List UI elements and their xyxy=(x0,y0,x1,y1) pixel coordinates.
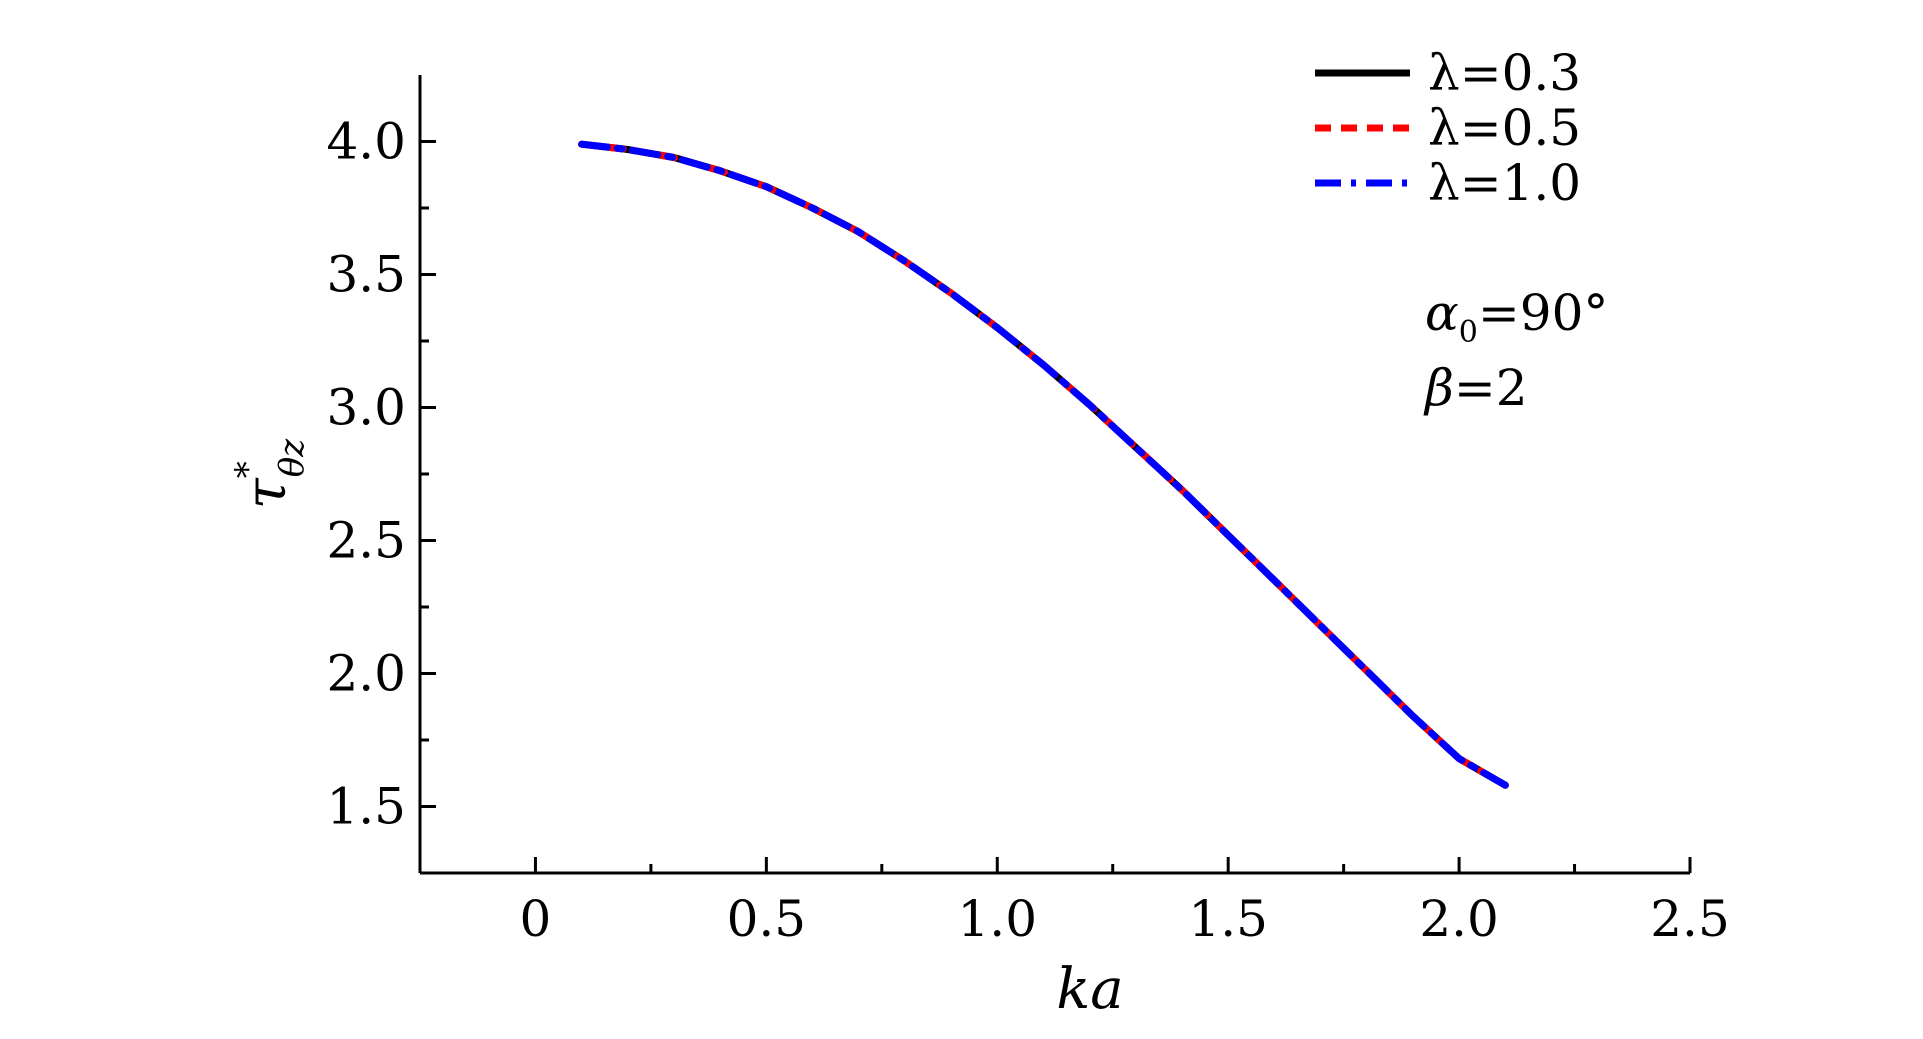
x-tick-label: 0.5 xyxy=(727,890,807,948)
y-axis-title-sup: * xyxy=(228,461,268,478)
y-axis-title: τ* θz xyxy=(228,438,312,509)
tick-marks xyxy=(418,140,1692,873)
y-tick-label: 2.0 xyxy=(326,645,406,703)
x-tick-label: 2.5 xyxy=(1650,890,1730,948)
y-tick-label: 2.5 xyxy=(326,512,406,570)
series-lines xyxy=(578,140,1509,789)
series-line-2 xyxy=(578,140,1509,789)
annotation-alpha-sub: 0 xyxy=(1459,315,1478,350)
legend-label-1: λ=0.3 xyxy=(1428,44,1581,102)
x-tick-label: 1.5 xyxy=(1188,890,1268,948)
y-tick-label: 3.5 xyxy=(326,246,406,304)
series-line-1 xyxy=(578,140,1509,789)
tick-labels: 0 0.5 1.0 1.5 2.0 2.5 1.5 2.0 2.5 3.0 3.5 4.0 xyxy=(326,113,1729,949)
annotation-beta: β=2 xyxy=(1423,359,1528,417)
annotation-alpha-symbol: α xyxy=(1425,284,1459,342)
legend-label-3: λ=1.0 xyxy=(1428,154,1581,212)
y-axis-title-sub: θz xyxy=(272,438,312,477)
annotation-alpha-value: =90° xyxy=(1478,284,1609,342)
y-tick-label: 1.5 xyxy=(326,778,406,836)
series-line-3 xyxy=(578,140,1509,789)
annotation-beta-symbol: β xyxy=(1423,359,1454,417)
x-tick-label: 2.0 xyxy=(1419,890,1499,948)
legend: λ=0.3λ=0.5λ=1.0 xyxy=(1315,44,1581,212)
annotation-beta-value: =2 xyxy=(1454,359,1528,417)
x-tick-label: 0 xyxy=(520,890,552,948)
x-axis-title: ka xyxy=(1056,957,1123,1022)
annotation-alpha: α0=90° xyxy=(1425,284,1608,350)
y-axis-title-base: τ xyxy=(234,477,299,509)
y-tick-label: 4.0 xyxy=(326,113,406,171)
legend-label-2: λ=0.5 xyxy=(1428,99,1581,157)
y-tick-label: 3.0 xyxy=(326,379,406,437)
annotations: α0=90° β=2 xyxy=(1423,284,1608,417)
x-tick-label: 1.0 xyxy=(958,890,1038,948)
